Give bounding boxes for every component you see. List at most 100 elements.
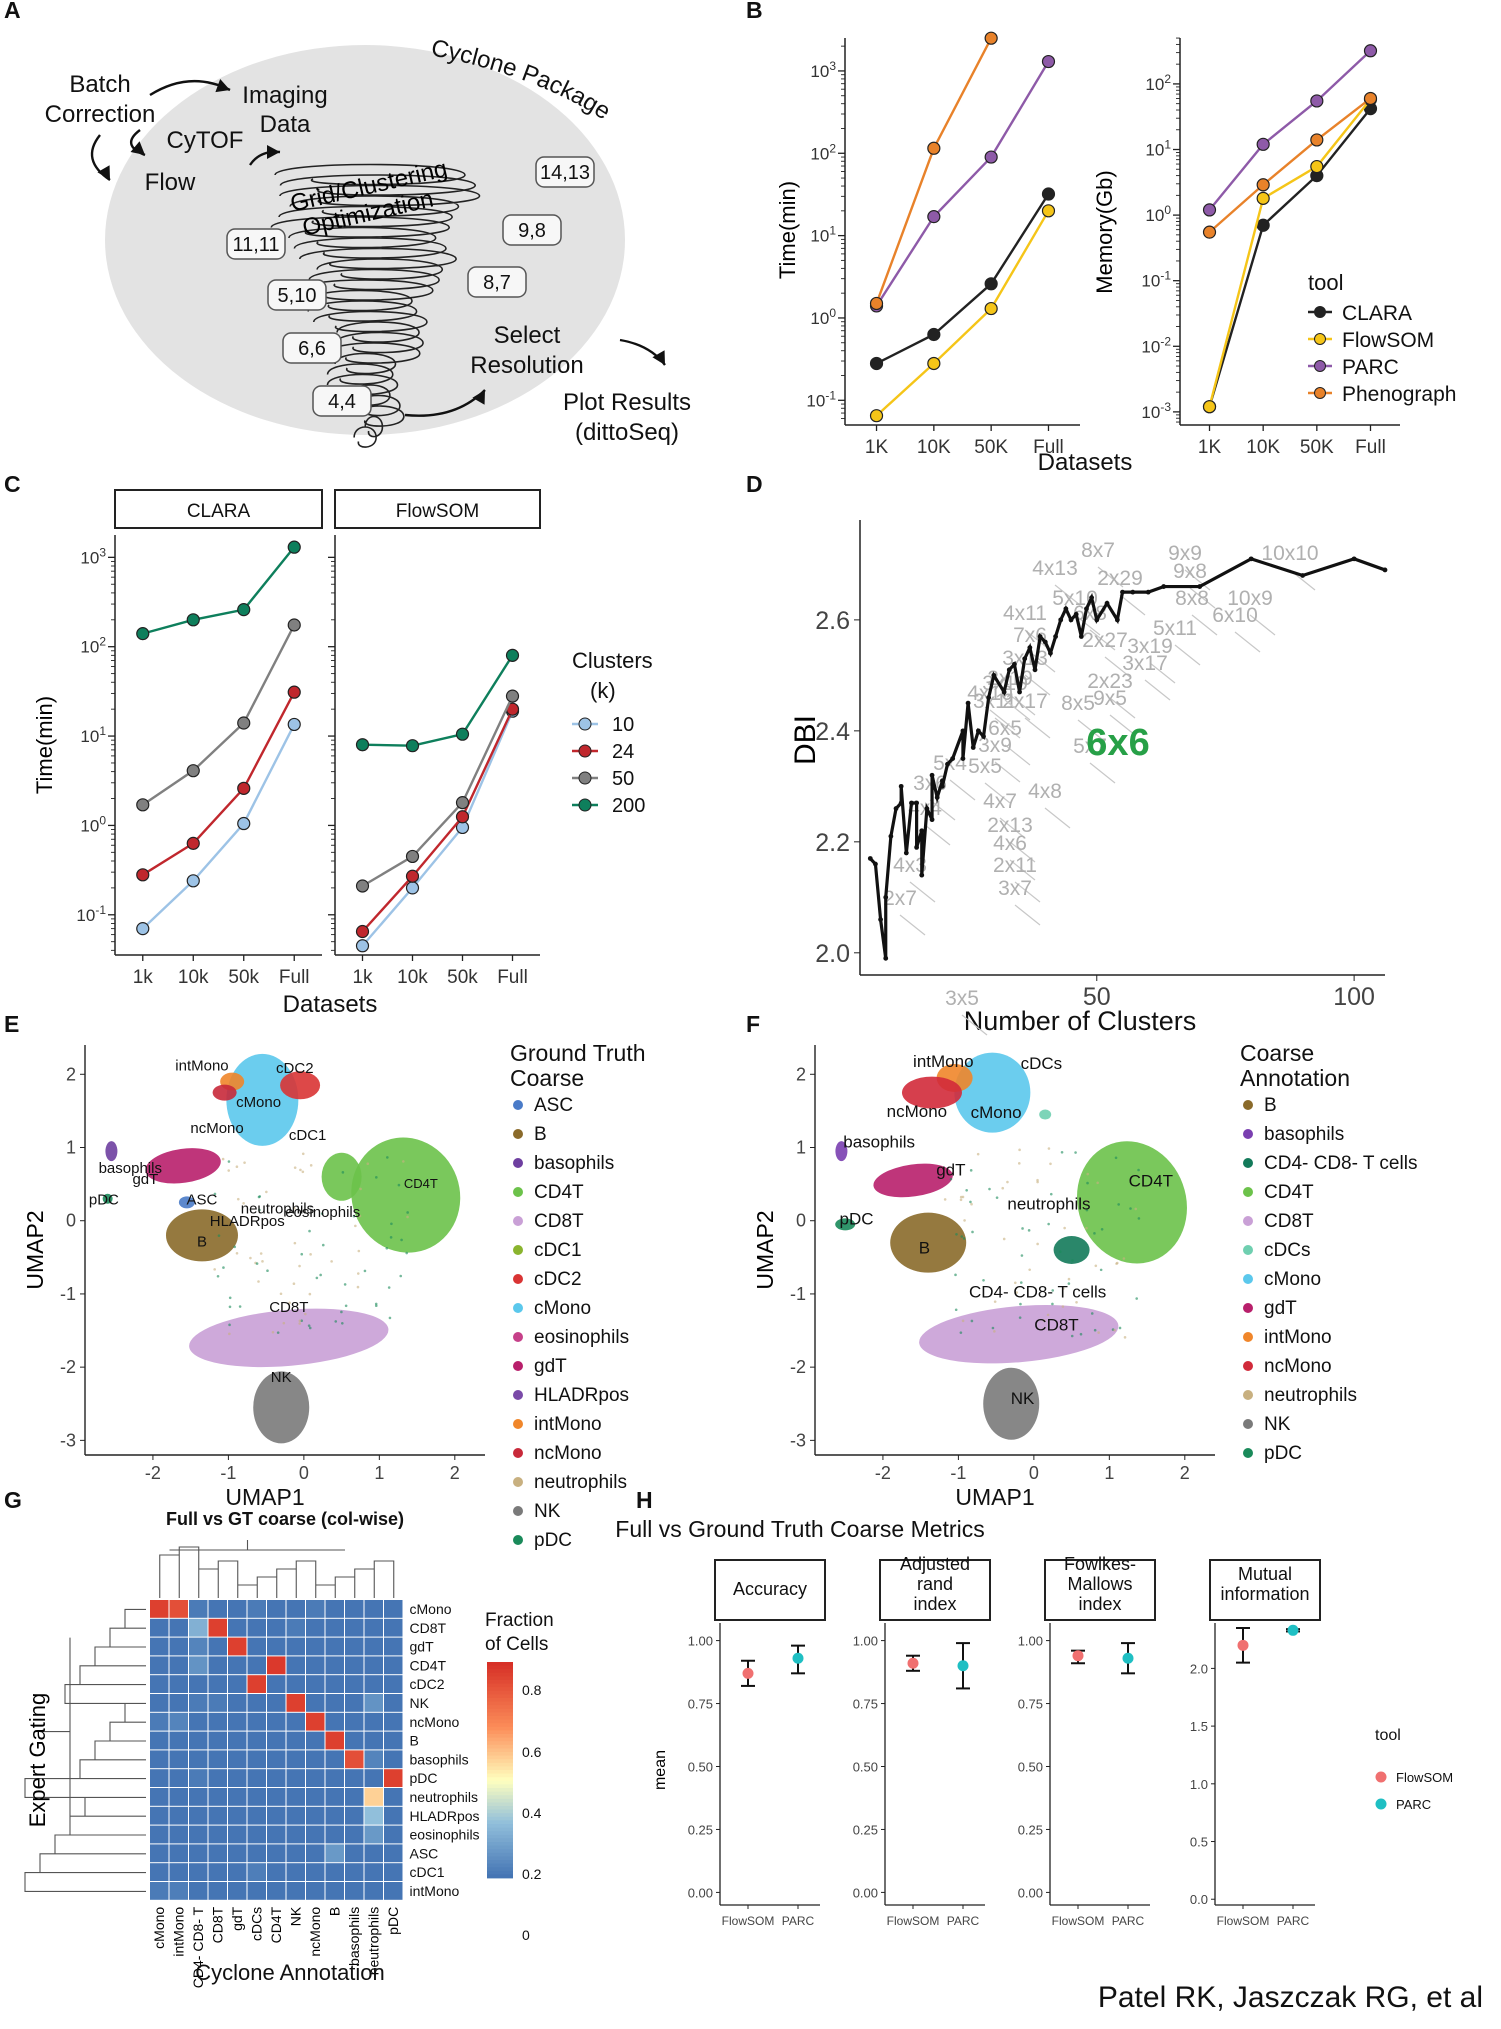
f-legend-label: CD4- CD8- T cells <box>1264 1153 1417 1174</box>
e-speckle <box>261 1260 264 1263</box>
e-legend-dot <box>513 1274 523 1284</box>
c-flowsom-point-200 <box>505 648 520 662</box>
g-heatmap-cell <box>306 1600 325 1618</box>
g-heatmap-cell <box>325 1750 344 1769</box>
e-speckle <box>235 1251 239 1255</box>
b-time-xtick-label: Full <box>1033 437 1064 458</box>
arrow-head-0 <box>215 78 230 93</box>
c-clara-ytick-label: 100 <box>80 813 106 835</box>
e-legend-label: CD8T <box>534 1211 584 1232</box>
g-heatmap-cell <box>228 1675 247 1693</box>
f-speckle <box>1047 1222 1050 1226</box>
f-cluster-label: ncMono <box>887 1102 947 1121</box>
f-speckle <box>1051 1289 1055 1292</box>
g-heatmap-cell <box>384 1882 403 1900</box>
f-legend-label: ncMono <box>1264 1356 1332 1377</box>
g-heatmap-cell <box>364 1863 383 1881</box>
e-legend-label: intMono <box>534 1414 602 1435</box>
b-time-xtick-label: 10K <box>917 437 951 458</box>
d-annotation-label: 8x8 <box>1175 587 1209 610</box>
h-facet-strip <box>1209 1559 1321 1621</box>
d-xtick-label: 50 <box>1083 983 1111 1011</box>
e-speckle <box>243 1161 246 1164</box>
g-heatmap-cell <box>267 1863 286 1881</box>
panel-label-E: E <box>4 1011 19 1037</box>
g-colorbar-segment <box>487 1766 513 1771</box>
f-speckle <box>1049 1192 1053 1196</box>
f-speckle <box>993 1300 997 1303</box>
g-colorbar-segment <box>487 1773 513 1778</box>
g-colorbar-segment <box>487 1802 513 1807</box>
g-heatmap-cell <box>286 1769 305 1787</box>
e-speckle <box>279 1292 283 1296</box>
b-time-series-Phenograph <box>875 37 993 304</box>
f-speckle <box>954 1308 958 1312</box>
d-annotation-leader <box>1249 614 1276 636</box>
d-dbi-point <box>1114 617 1120 623</box>
g-heatmap-cell <box>150 1675 169 1693</box>
d-highlight-label: 6x6 <box>1086 722 1149 764</box>
c-legend-label: 200 <box>612 795 645 817</box>
d-dbi-point <box>939 778 945 784</box>
g-heatmap-cell <box>228 1882 247 1900</box>
d-annotation-label: 5x11 <box>1153 617 1197 640</box>
g-heatmap-cell <box>325 1618 344 1637</box>
h-mean-point <box>907 1657 919 1669</box>
d-dbi-point <box>893 806 899 811</box>
arrow-head-shape <box>130 141 145 155</box>
e-speckle <box>374 1302 378 1306</box>
e-speckle <box>366 1162 370 1166</box>
d-annotation-leader <box>989 709 1016 731</box>
c-clara-point-200 <box>186 613 200 627</box>
b-time-ytick-label: 100 <box>810 306 836 328</box>
g-colorbar-segment <box>487 1701 513 1706</box>
e-xtick-label: -2 <box>145 1463 161 1483</box>
g-heatmap-cell <box>286 1675 305 1693</box>
d-dbi-point <box>914 800 920 806</box>
e-cluster-label: B <box>197 1233 207 1250</box>
d-annotation-label: 4x11 <box>1003 602 1047 625</box>
g-colorbar-segment <box>487 1813 513 1818</box>
b-legend-dot <box>1314 333 1326 345</box>
h-ytick-label: 0.50 <box>1018 1760 1043 1775</box>
d-ytick-label: 2.2 <box>815 829 850 857</box>
g-heatmap-cell <box>345 1656 364 1675</box>
g-heatmap-cell <box>345 1637 364 1656</box>
e-cluster-label: intMono <box>175 1058 228 1075</box>
g-col-label: CD8T <box>210 1906 226 1943</box>
c-legend-dot <box>578 744 592 758</box>
step-plot-results: Plot Results <box>563 389 691 416</box>
h-mean-point <box>1287 1624 1299 1636</box>
g-colorbar-segment <box>487 1748 513 1753</box>
e-legend-label: CD4T <box>534 1182 584 1203</box>
d-annotation-label: 3x11 <box>973 690 1017 713</box>
g-heatmap-cell <box>150 1825 169 1844</box>
e-speckle <box>216 1274 220 1278</box>
d-annotation-leader <box>1044 807 1071 829</box>
f-cluster <box>890 1212 967 1273</box>
e-speckle <box>341 1171 345 1174</box>
g-colorbar-segment <box>487 1870 513 1875</box>
g-heatmap-cell <box>345 1750 364 1769</box>
d-annotation-leader <box>949 779 976 801</box>
d-annotation-leader <box>899 914 926 936</box>
e-speckle <box>292 1206 296 1210</box>
e-speckle <box>309 1164 313 1167</box>
step-imaging: Imaging <box>242 82 327 109</box>
e-speckle <box>217 1234 221 1237</box>
g-row-label: HLADRpos <box>410 1808 480 1824</box>
f-ytick-label: 2 <box>796 1064 806 1084</box>
e-speckle <box>344 1304 348 1308</box>
e-cluster-label: basophils <box>99 1160 162 1177</box>
f-ytick-label: -3 <box>790 1430 806 1450</box>
d-annotation-leader <box>1089 762 1116 784</box>
g-colorbar-label: 0.6 <box>522 1744 542 1760</box>
b-time-point-CLARA <box>869 356 884 371</box>
b-mem-point-Phenograph <box>1310 133 1324 147</box>
d-annotation-leader <box>1109 714 1136 736</box>
f-speckle <box>949 1177 953 1181</box>
d-annotation-label: 3x19 <box>1127 635 1173 658</box>
g-heatmap-cell <box>345 1825 364 1844</box>
g-heatmap-cell <box>247 1731 266 1750</box>
g-ylabel: Expert Gating <box>25 1693 50 1828</box>
